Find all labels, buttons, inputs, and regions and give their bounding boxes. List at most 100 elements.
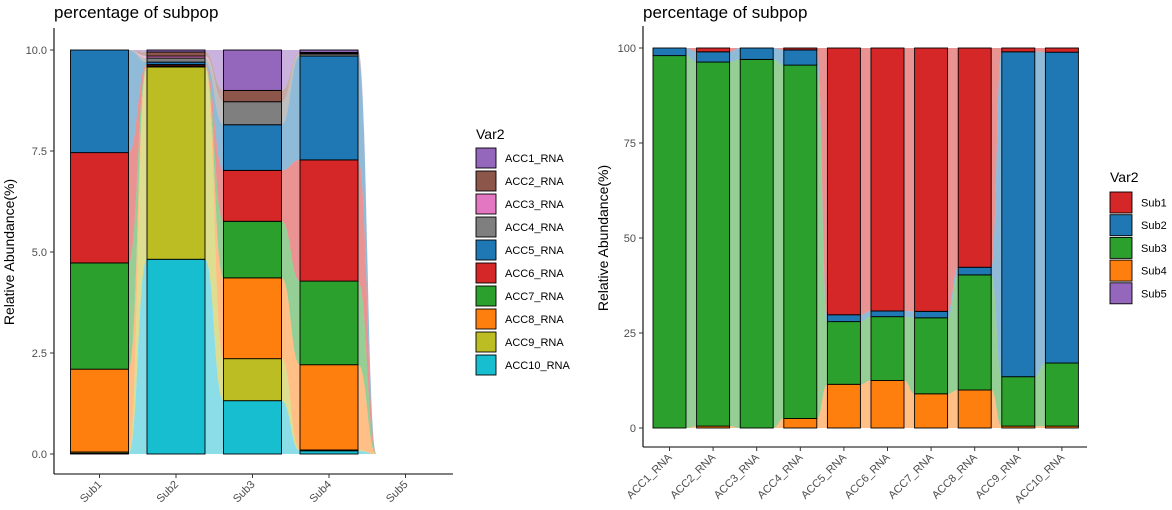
bar-segment-sub2 bbox=[826, 314, 861, 323]
bar-segment-sub4 bbox=[957, 389, 992, 429]
bar-segment-sub3 bbox=[914, 317, 949, 395]
bar-segment-sub4 bbox=[870, 380, 905, 429]
flow-acc7_rna bbox=[205, 65, 224, 278]
bars bbox=[652, 47, 1079, 429]
flow-acc4_rna bbox=[128, 50, 147, 63]
flow-acc8_rna bbox=[281, 277, 300, 450]
flow-sub3 bbox=[1034, 363, 1046, 427]
legend-key-acc4_rna bbox=[475, 216, 497, 238]
flow-acc9_rna bbox=[128, 66, 147, 454]
legend-key-sub2 bbox=[1109, 214, 1133, 237]
bar-segment-acc5_rna bbox=[70, 49, 129, 154]
flow-sub1 bbox=[729, 48, 741, 52]
bar-segment-sub2 bbox=[652, 47, 687, 57]
legend-label: ACC2_RNA bbox=[505, 176, 564, 188]
legend-title: Var2 bbox=[1110, 169, 1139, 185]
bar-segment-acc7_rna bbox=[70, 262, 129, 370]
flow-sub2 bbox=[991, 51, 1002, 377]
flow-sub1 bbox=[1034, 48, 1046, 53]
flow-acc7_rna bbox=[281, 221, 300, 365]
flow-acc10_rna bbox=[281, 400, 300, 454]
flow-sub1 bbox=[991, 48, 1002, 268]
legend-label: ACC4_RNA bbox=[505, 222, 564, 234]
flow-sub1 bbox=[860, 48, 871, 315]
legend-key-sub4 bbox=[1109, 259, 1133, 282]
bar-segment-acc4_rna bbox=[223, 101, 282, 126]
flow-acc4_rna bbox=[281, 54, 300, 125]
bar-segment-sub1 bbox=[826, 47, 861, 316]
bar-segment-acc5_rna bbox=[299, 55, 359, 161]
x-tick-label: ACC5_RNA bbox=[799, 451, 849, 501]
flow-sub1 bbox=[904, 48, 915, 312]
legend-key-sub3 bbox=[1109, 236, 1133, 259]
y-axis-title: Relative Abundance(%) bbox=[595, 165, 611, 311]
flow-acc2_rna bbox=[205, 52, 224, 102]
x-tick-label: ACC3_RNA bbox=[712, 451, 762, 501]
bar-segment-sub1 bbox=[1044, 47, 1079, 53]
legend-label: ACC3_RNA bbox=[505, 199, 564, 211]
flow-sub2 bbox=[686, 48, 697, 63]
flow-sub1 bbox=[947, 48, 959, 312]
legend-key-acc6_rna bbox=[475, 262, 497, 284]
legend-label: Sub4 bbox=[1141, 266, 1167, 278]
bar-segment-sub1 bbox=[783, 47, 818, 51]
bar-segment-sub2 bbox=[739, 47, 774, 60]
flow-acc6_rna bbox=[281, 159, 300, 282]
legend-label: ACC6_RNA bbox=[505, 268, 564, 280]
legend-label: ACC1_RNA bbox=[505, 153, 564, 165]
flow-sub4 bbox=[991, 390, 1002, 428]
bar-segment-acc2_rna bbox=[223, 89, 282, 103]
alluvial-flows bbox=[686, 48, 1046, 429]
bar-segment-acc8_rna bbox=[299, 364, 359, 451]
legend-label: ACC9_RNA bbox=[505, 337, 564, 349]
flow-acc1_rna bbox=[128, 50, 147, 53]
flow-acc1_rna bbox=[205, 50, 224, 91]
y-tick-label: 50 bbox=[624, 233, 636, 245]
bar-segment-acc6_rna bbox=[70, 152, 129, 264]
legend-label: Sub1 bbox=[1141, 198, 1167, 210]
bar-segment-sub3 bbox=[826, 321, 861, 385]
legend-key-sub5 bbox=[1109, 282, 1133, 305]
flow-sub3 bbox=[860, 316, 871, 385]
bars bbox=[70, 49, 359, 455]
bar-segment-sub3 bbox=[870, 316, 905, 381]
x-tick-label: Sub5 bbox=[384, 479, 411, 506]
bar-segment-sub4 bbox=[783, 418, 818, 429]
x-tick-label: ACC7_RNA bbox=[886, 451, 936, 501]
y-tick-label: 2.5 bbox=[32, 348, 47, 360]
y-tick-label: 0.0 bbox=[32, 449, 47, 461]
x-tick-label: Sub2 bbox=[154, 479, 181, 506]
flow-sub2 bbox=[816, 49, 828, 322]
bar-segment-sub1 bbox=[1001, 47, 1036, 53]
flow-acc9_rna bbox=[281, 358, 300, 451]
legend-key-acc7_rna bbox=[475, 285, 497, 307]
flow-acc6_rna bbox=[205, 64, 224, 222]
x-tick-label: ACC6_RNA bbox=[843, 451, 893, 501]
flow-sub3 bbox=[991, 274, 1002, 427]
bar-segment-sub3 bbox=[1001, 376, 1036, 427]
flow-sub3 bbox=[773, 59, 784, 429]
flow-acc5_rna bbox=[128, 50, 147, 153]
bar-segment-sub2 bbox=[914, 310, 949, 319]
legend-label: ACC10_RNA bbox=[505, 360, 570, 372]
legend-key-acc2_rna bbox=[475, 170, 497, 192]
bar-segment-sub3 bbox=[783, 64, 818, 419]
bar-segment-acc9_rna bbox=[223, 358, 282, 402]
bar-segment-acc1_rna bbox=[223, 49, 282, 91]
x-tick-label: Sub1 bbox=[78, 479, 105, 506]
bar-segment-acc9_rna bbox=[146, 66, 206, 260]
flow-acc5_rna bbox=[281, 56, 300, 171]
flow-sub2 bbox=[729, 48, 741, 63]
bar-segment-sub2 bbox=[957, 266, 992, 276]
bar-segment-acc4_rna bbox=[146, 57, 206, 63]
legend-key-acc8_rna bbox=[475, 308, 497, 330]
flow-acc10_rna bbox=[205, 259, 224, 454]
bar-segment-sub4 bbox=[914, 393, 949, 429]
bar-segment-sub1 bbox=[696, 47, 731, 53]
legend-label: ACC5_RNA bbox=[505, 245, 564, 257]
flow-sub4 bbox=[816, 384, 828, 428]
legend-key-acc1_rna bbox=[475, 147, 497, 169]
chart-title: percentage of subpop bbox=[643, 3, 807, 22]
